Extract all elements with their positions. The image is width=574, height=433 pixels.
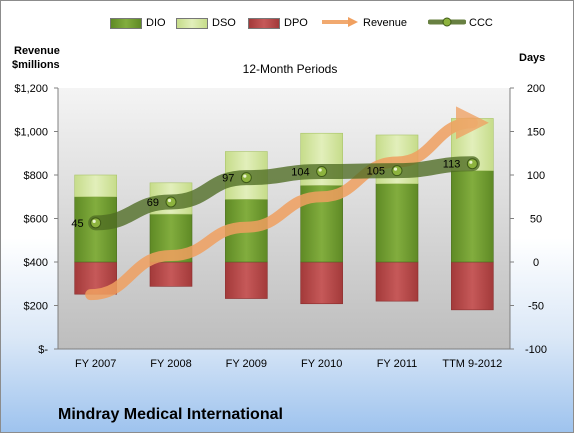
ccc-data-label: 45	[71, 218, 83, 230]
legend-swatch	[176, 17, 208, 29]
legend-label: Revenue	[363, 17, 408, 29]
bar-dpo	[300, 261, 343, 305]
right-axis-label: Days	[519, 52, 546, 64]
x-tick-label: FY 2007	[75, 358, 116, 370]
ccc-data-label: 97	[222, 173, 234, 185]
ccc-point	[165, 196, 177, 208]
x-tick-label: FY 2008	[150, 358, 191, 370]
ccc-point-highlight	[318, 168, 322, 172]
legend-item-ccc: CCC	[427, 14, 493, 32]
right-tick-label: 100	[527, 170, 545, 182]
left-tick-label: $200	[24, 301, 48, 313]
legend-label: CCC	[469, 17, 493, 29]
legend-item-revenue: Revenue	[320, 14, 407, 32]
left-tick-label: $600	[24, 214, 48, 226]
ccc-data-label: 113	[443, 159, 461, 171]
ccc-point-highlight	[469, 160, 473, 164]
legend-label: DSO	[212, 17, 236, 29]
left-tick-label: $-	[38, 344, 48, 356]
bar-dpo	[149, 261, 193, 287]
ccc-point	[466, 158, 478, 170]
x-tick-label: TTM 9-2012	[442, 358, 502, 370]
left-tick-label: $800	[24, 170, 48, 182]
ccc-point-highlight	[243, 174, 247, 178]
ccc-line	[88, 156, 480, 231]
company-title: Mindray Medical International	[58, 406, 283, 423]
ccc-point	[90, 217, 102, 229]
left-tick-label: $1,000	[14, 127, 48, 139]
legend-label: DIO	[146, 17, 166, 29]
legend-item-dio: DIO	[110, 14, 166, 32]
bar-dpo	[375, 261, 419, 302]
ccc-data-label: 104	[291, 167, 309, 179]
right-tick-label: 50	[530, 214, 542, 226]
left-axis-label-line2: $millions	[12, 59, 60, 71]
right-tick-label: 150	[527, 127, 545, 139]
ccc-point	[240, 172, 252, 184]
right-tick-label: 200	[527, 83, 545, 95]
bar-dpo	[451, 261, 494, 311]
chart-subtitle: 12-Month Periods	[242, 62, 338, 76]
legend-item-dso: DSO	[176, 14, 236, 32]
ccc-point-highlight	[167, 198, 172, 203]
legend-swatch	[110, 17, 142, 29]
bar-dio	[451, 170, 494, 263]
left-axis-label-line1: Revenue	[14, 45, 60, 57]
left-tick-label: $400	[24, 257, 48, 269]
right-tick-label: -100	[525, 344, 547, 356]
bar-dso	[74, 174, 117, 198]
bar-dio	[375, 183, 419, 263]
x-tick-label: FY 2011	[377, 358, 418, 370]
ccc-data-label: 105	[367, 166, 385, 178]
ccc-point-highlight	[92, 219, 96, 223]
left-tick-label: $1,200	[14, 83, 48, 95]
right-tick-label: -50	[528, 301, 544, 313]
legend: DIO DSO DPO Revenue CCC	[110, 14, 510, 32]
legend-item-dpo: DPO	[248, 14, 308, 32]
legend-swatch	[427, 16, 467, 31]
ccc-point-highlight	[393, 167, 398, 171]
legend-swatch	[320, 16, 360, 31]
ccc-point	[316, 166, 328, 178]
legend-label: DPO	[284, 17, 308, 29]
bar-dpo	[225, 261, 268, 299]
x-tick-label: FY 2010	[301, 358, 342, 370]
x-tick-label: FY 2009	[226, 358, 267, 370]
ccc-data-label: 69	[147, 197, 159, 209]
legend-swatch	[248, 17, 280, 29]
ccc-point	[391, 165, 403, 177]
revenue-line	[85, 106, 489, 301]
right-tick-label: 0	[533, 257, 539, 269]
